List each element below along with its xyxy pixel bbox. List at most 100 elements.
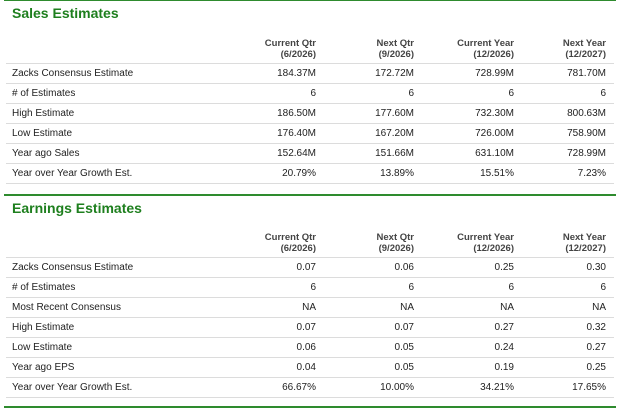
- table-cell: 6: [522, 277, 614, 298]
- table-cell: 7.23%: [522, 162, 614, 184]
- row-label: # of Estimates: [6, 277, 182, 298]
- table-row: Zacks Consensus Estimate 184.37M 172.72M…: [6, 62, 614, 83]
- table-cell: 0.06: [182, 337, 324, 358]
- row-label: Low Estimate: [6, 337, 182, 358]
- table-cell: 0.07: [324, 317, 422, 338]
- table-cell: 728.99M: [422, 62, 522, 83]
- earnings-estimates-section: Earnings Estimates Current Qtr (6/2026) N…: [0, 196, 620, 398]
- header-next-qtr: Next Qtr (9/2026): [376, 37, 414, 60]
- table-header-row: Current Qtr (6/2026) Next Qtr (9/2026) Cur…: [6, 220, 614, 258]
- table-cell: 0.06: [324, 257, 422, 278]
- sales-estimates-title: Sales Estimates: [12, 5, 119, 21]
- row-label: # of Estimates: [6, 82, 182, 103]
- row-label: Low Estimate: [6, 122, 182, 143]
- table-row: Low Estimate 176.40M 167.20M 726.00M 758…: [6, 122, 614, 143]
- table-cell: 732.30M: [422, 102, 522, 123]
- table-row: Zacks Consensus Estimate 0.07 0.06 0.25 …: [6, 257, 614, 278]
- row-label: Most Recent Consensus: [6, 297, 182, 318]
- table-cell: NA: [182, 297, 324, 318]
- table-cell: 6: [182, 82, 324, 103]
- table-cell: 0.32: [522, 317, 614, 338]
- table-cell: 0.05: [324, 337, 422, 358]
- table-cell: 728.99M: [522, 142, 614, 163]
- table-cell: 172.72M: [324, 62, 422, 83]
- table-cell: 13.89%: [324, 162, 422, 184]
- table-cell: 177.60M: [324, 102, 422, 123]
- bottom-divider: [4, 406, 616, 408]
- table-cell: 631.10M: [422, 142, 522, 163]
- table-header-row: Current Qtr (6/2026) Next Qtr (9/2026) Cur…: [6, 25, 614, 63]
- table-cell: 184.37M: [182, 62, 324, 83]
- table-cell: 152.64M: [182, 142, 324, 163]
- header-current-qtr: Current Qtr (6/2026): [264, 232, 316, 254]
- table-cell: NA: [324, 297, 422, 318]
- table-cell: 0.19: [422, 357, 522, 378]
- table-cell: 0.24: [422, 337, 522, 358]
- table-row: Low Estimate 0.06 0.05 0.24 0.27: [6, 337, 614, 358]
- table-row: High Estimate 186.50M 177.60M 732.30M 80…: [6, 102, 614, 123]
- table-cell: 6: [182, 277, 324, 298]
- table-cell: 0.05: [324, 357, 422, 378]
- header-current-year: Current Year (12/2026): [457, 232, 514, 254]
- table-row: # of Estimates 6 6 6 6: [6, 277, 614, 298]
- table-cell: 0.25: [522, 357, 614, 378]
- table-cell: 176.40M: [182, 122, 324, 143]
- table-cell: 758.90M: [522, 122, 614, 143]
- row-label: High Estimate: [6, 317, 182, 338]
- table-cell: 6: [324, 82, 422, 103]
- table-cell: 6: [422, 277, 522, 298]
- table-cell: 6: [522, 82, 614, 103]
- row-label: Year ago Sales: [6, 142, 182, 163]
- table-cell: 34.21%: [422, 377, 522, 398]
- table-cell: 0.30: [522, 257, 614, 278]
- sales-estimates-section: Sales Estimates Current Qtr (6/2026) Next…: [0, 1, 620, 184]
- row-label: Year over Year Growth Est.: [6, 162, 182, 184]
- table-cell: 0.25: [422, 257, 522, 278]
- table-cell: 6: [324, 277, 422, 298]
- sales-estimates-table: Current Qtr (6/2026) Next Qtr (9/2026) Cur…: [6, 25, 614, 184]
- table-cell: NA: [422, 297, 522, 318]
- row-label: Year over Year Growth Est.: [6, 377, 182, 398]
- section-divider: [4, 193, 616, 196]
- top-divider: [4, 0, 616, 1]
- header-label-cell: [6, 220, 182, 258]
- header-label-cell: [6, 25, 182, 63]
- table-row: Year ago EPS 0.04 0.05 0.19 0.25: [6, 357, 614, 378]
- header-current-year: Current Year (12/2026): [457, 37, 514, 60]
- table-cell: 151.66M: [324, 142, 422, 163]
- section-spacer: [0, 398, 620, 406]
- table-cell: 0.27: [522, 337, 614, 358]
- table-row: Year over Year Growth Est. 20.79% 13.89%…: [6, 162, 614, 184]
- header-current-qtr: Current Qtr (6/2026): [264, 37, 316, 60]
- header-next-year: Next Year (12/2027): [562, 37, 606, 60]
- table-cell: 10.00%: [324, 377, 422, 398]
- table-cell: 6: [422, 82, 522, 103]
- table-row: Year ago Sales 152.64M 151.66M 631.10M 7…: [6, 142, 614, 163]
- table-cell: 17.65%: [522, 377, 614, 398]
- header-next-qtr: Next Qtr (9/2026): [376, 232, 414, 254]
- table-cell: 20.79%: [182, 162, 324, 184]
- table-row: Year over Year Growth Est. 66.67% 10.00%…: [6, 377, 614, 398]
- table-cell: 186.50M: [182, 102, 324, 123]
- table-cell: 0.07: [182, 317, 324, 338]
- row-label: Zacks Consensus Estimate: [6, 257, 182, 278]
- table-row: High Estimate 0.07 0.07 0.27 0.32: [6, 317, 614, 338]
- row-label: High Estimate: [6, 102, 182, 123]
- table-cell: NA: [522, 297, 614, 318]
- table-cell: 0.04: [182, 357, 324, 378]
- table-cell: 781.70M: [522, 62, 614, 83]
- table-cell: 726.00M: [422, 122, 522, 143]
- table-cell: 0.27: [422, 317, 522, 338]
- table-cell: 800.63M: [522, 102, 614, 123]
- table-cell: 0.07: [182, 257, 324, 278]
- table-cell: 15.51%: [422, 162, 522, 184]
- row-label: Zacks Consensus Estimate: [6, 62, 182, 83]
- table-cell: 167.20M: [324, 122, 422, 143]
- row-label: Year ago EPS: [6, 357, 182, 378]
- earnings-estimates-title: Earnings Estimates: [12, 199, 142, 216]
- header-next-year: Next Year (12/2027): [562, 232, 606, 254]
- table-row: Most Recent Consensus NA NA NA NA: [6, 297, 614, 318]
- table-row: # of Estimates 6 6 6 6: [6, 82, 614, 103]
- section-spacer: [0, 184, 620, 194]
- table-cell: 66.67%: [182, 377, 324, 398]
